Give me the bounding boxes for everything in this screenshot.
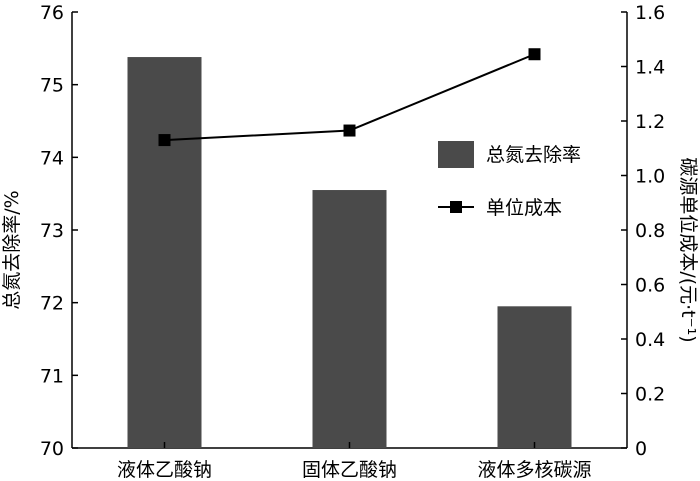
- bar-3: [497, 306, 572, 448]
- legend-line-label: 单位成本: [486, 197, 562, 219]
- right-tick-label-0: 0: [635, 438, 647, 460]
- right-axis: 0 0.2 0.4 0.6 0.8 1.0 1.2 1.4 1.6: [621, 2, 665, 460]
- left-tick-label-75: 75: [40, 75, 64, 97]
- cost-point-1: [158, 134, 171, 147]
- bar-1: [127, 57, 202, 448]
- cost-point-2: [343, 124, 356, 137]
- right-axis-title: 碳源单位成本/(元·t⁻¹): [677, 157, 699, 342]
- category-label-3: 液体多核碳源: [477, 459, 591, 481]
- legend-bar-label: 总氮去除率: [486, 144, 581, 166]
- right-tick-label-0.4: 0.4: [635, 329, 665, 351]
- cost-line-series: [158, 48, 541, 147]
- right-tick-label-0.8: 0.8: [635, 220, 665, 242]
- left-tick-label-70: 70: [40, 438, 64, 460]
- right-tick-label-1.2: 1.2: [635, 111, 665, 133]
- left-tick-label-73: 73: [40, 220, 64, 242]
- right-tick-label-1.0: 1.0: [635, 166, 665, 188]
- left-axis-title: 总氮去除率/%: [1, 190, 23, 309]
- left-tick-label-71: 71: [40, 365, 64, 387]
- left-tick-label-76: 76: [40, 2, 64, 24]
- cost-point-3: [528, 48, 541, 61]
- category-label-2: 固体乙酸钠: [302, 459, 397, 481]
- bar-2: [312, 190, 387, 449]
- left-tick-label-74: 74: [40, 147, 64, 169]
- left-axis: 70 71 72 73 74 75 76: [40, 2, 78, 460]
- right-tick-label-0.2: 0.2: [635, 384, 665, 406]
- right-tick-label-1.4: 1.4: [635, 57, 665, 79]
- category-label-1: 液体乙酸钠: [117, 459, 212, 481]
- bars: [127, 57, 572, 449]
- legend-line-marker: [450, 201, 462, 213]
- right-tick-label-0.6: 0.6: [635, 275, 665, 297]
- left-tick-label-72: 72: [40, 293, 64, 315]
- legend: 总氮去除率 单位成本: [438, 141, 581, 219]
- legend-bar-swatch: [438, 141, 474, 168]
- x-axis: 液体乙酸钠 固体乙酸钠 液体多核碳源: [117, 442, 592, 481]
- right-tick-label-1.6: 1.6: [635, 2, 665, 24]
